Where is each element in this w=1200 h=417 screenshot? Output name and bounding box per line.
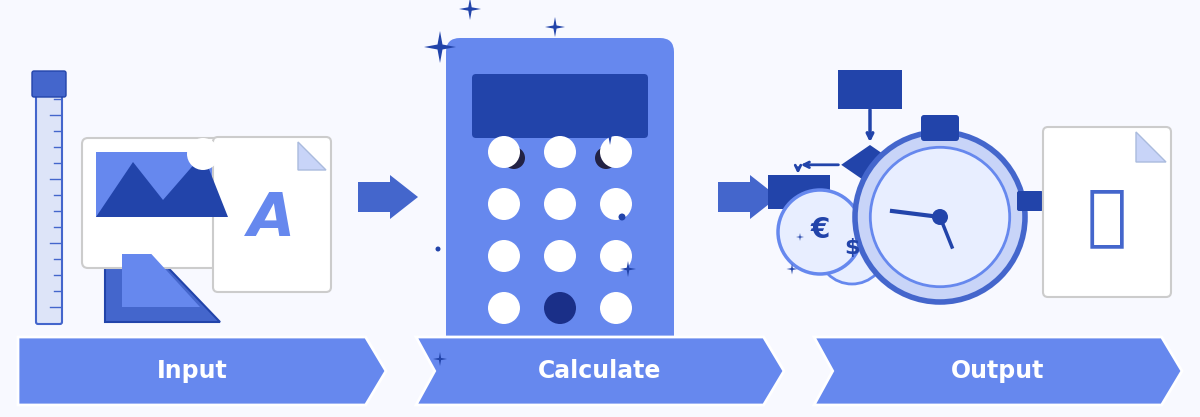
Polygon shape [433, 352, 446, 366]
Circle shape [870, 147, 1009, 287]
Polygon shape [96, 154, 228, 217]
Text: $: $ [845, 238, 859, 258]
Polygon shape [841, 145, 899, 185]
FancyBboxPatch shape [32, 71, 66, 97]
FancyBboxPatch shape [1018, 191, 1043, 211]
FancyBboxPatch shape [36, 85, 62, 324]
Polygon shape [598, 119, 623, 145]
Text: €: € [810, 216, 829, 244]
Polygon shape [122, 222, 200, 307]
Circle shape [854, 132, 1025, 302]
Polygon shape [18, 337, 386, 405]
Circle shape [488, 136, 520, 168]
Circle shape [544, 188, 576, 220]
Text: A: A [248, 190, 295, 249]
Circle shape [932, 209, 948, 225]
FancyBboxPatch shape [1043, 127, 1171, 297]
Circle shape [618, 214, 625, 221]
Polygon shape [298, 142, 326, 170]
FancyBboxPatch shape [472, 74, 648, 138]
Text: あ: あ [1087, 184, 1127, 250]
Text: Input: Input [157, 359, 227, 383]
Bar [96, 152, 228, 217]
Bar [96, 219, 228, 254]
Polygon shape [786, 264, 798, 274]
FancyArrow shape [718, 175, 778, 219]
Polygon shape [796, 233, 804, 241]
FancyArrow shape [358, 175, 418, 219]
FancyBboxPatch shape [214, 137, 331, 292]
Polygon shape [1136, 132, 1166, 162]
Circle shape [488, 292, 520, 324]
Circle shape [818, 216, 886, 284]
Circle shape [544, 240, 576, 272]
Text: Calculate: Calculate [539, 359, 661, 383]
FancyBboxPatch shape [768, 175, 830, 208]
Circle shape [544, 136, 576, 168]
Circle shape [600, 136, 632, 168]
Circle shape [600, 188, 632, 220]
Polygon shape [424, 31, 456, 63]
Polygon shape [545, 17, 565, 37]
Circle shape [488, 188, 520, 220]
Circle shape [600, 292, 632, 324]
Circle shape [488, 240, 520, 272]
Polygon shape [814, 337, 1182, 405]
Circle shape [544, 292, 576, 324]
Circle shape [436, 246, 440, 251]
Polygon shape [416, 337, 784, 405]
Polygon shape [106, 202, 220, 322]
FancyBboxPatch shape [446, 38, 674, 376]
Circle shape [778, 190, 862, 274]
FancyBboxPatch shape [922, 115, 959, 141]
FancyBboxPatch shape [912, 175, 974, 208]
Text: Output: Output [952, 359, 1045, 383]
Polygon shape [458, 0, 481, 20]
Polygon shape [620, 261, 636, 277]
Circle shape [187, 138, 220, 170]
Polygon shape [775, 182, 790, 196]
FancyBboxPatch shape [838, 70, 902, 109]
Circle shape [503, 147, 526, 169]
Circle shape [595, 147, 617, 169]
FancyBboxPatch shape [82, 138, 242, 268]
Circle shape [600, 240, 632, 272]
